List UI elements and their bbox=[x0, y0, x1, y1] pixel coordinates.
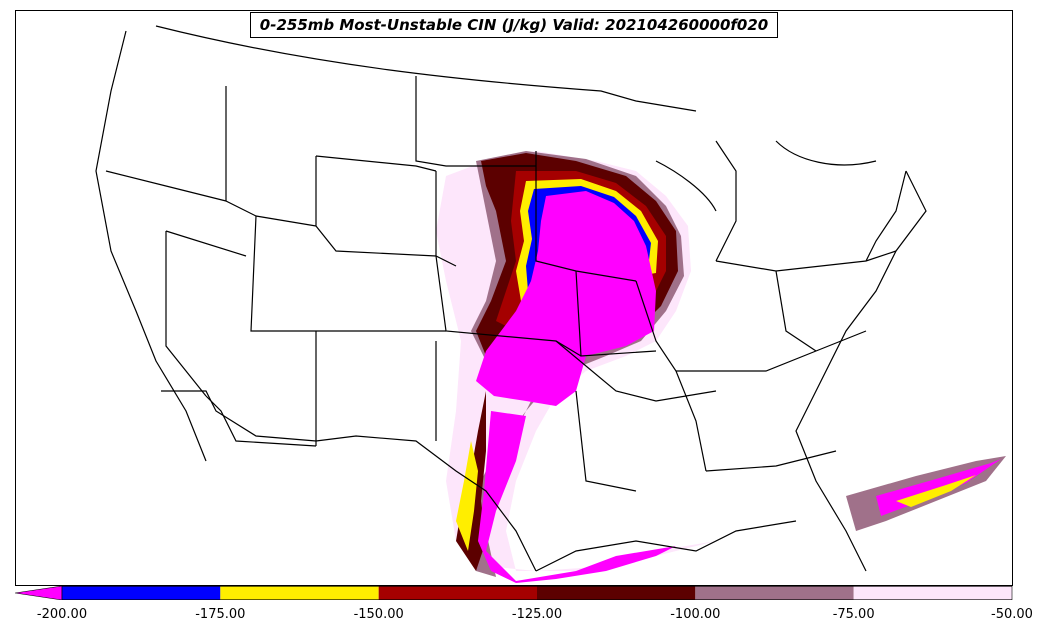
colorbar-tick-label: -100.00 bbox=[670, 607, 721, 622]
map-panel bbox=[15, 10, 1013, 586]
colorbar-segment-4 bbox=[537, 586, 696, 600]
gulf-coast bbox=[535, 520, 797, 572]
colorbar-tick-label: -150.00 bbox=[353, 607, 404, 622]
cin-band-magenta bbox=[476, 191, 656, 406]
colorbar-tick-label: -50.00 bbox=[991, 607, 1033, 622]
colorbar-extend-min bbox=[15, 586, 63, 600]
colorbar-tick-label: -175.00 bbox=[195, 607, 246, 622]
colorbar bbox=[15, 586, 1013, 600]
colorbar-segment-6 bbox=[853, 586, 1012, 600]
colorbar-segment-5 bbox=[695, 586, 854, 600]
west-coast bbox=[95, 30, 207, 462]
colorbar-segment-3 bbox=[378, 586, 537, 600]
boundaries bbox=[95, 25, 927, 572]
colorbar-tick-label: -200.00 bbox=[36, 607, 88, 622]
colorbar-segment-2 bbox=[220, 586, 379, 600]
map-title: 0-255mb Most-Unstable CIN (J/kg) Valid: … bbox=[250, 12, 778, 38]
colorbar-tick-label: -75.00 bbox=[832, 607, 875, 622]
colorbar-outline bbox=[61, 586, 1013, 600]
east-coast bbox=[795, 170, 927, 572]
canada-border bbox=[155, 25, 697, 112]
cin-field bbox=[436, 151, 1006, 583]
colorbar-tick-label: -125.00 bbox=[511, 607, 563, 622]
colorbar-segment-1 bbox=[62, 586, 221, 600]
mexico-border bbox=[161, 390, 537, 572]
cin-map bbox=[95, 25, 1006, 583]
